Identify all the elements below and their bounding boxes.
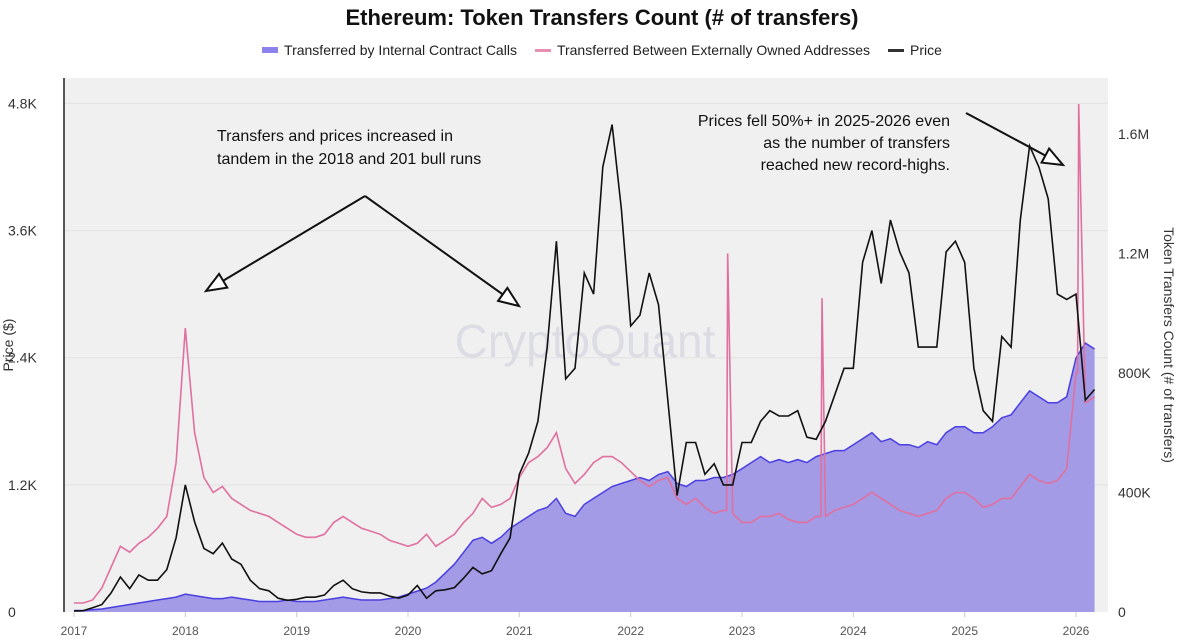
legend-label-price: Price	[910, 42, 942, 58]
annotation-arrow-2021-head	[496, 286, 522, 308]
x-tick-label: 2023	[729, 624, 756, 638]
y-right-tick-label: 0	[1118, 604, 1126, 620]
y-left-tick-label: 2.4K	[8, 350, 37, 366]
legend-swatch-eoa	[534, 48, 551, 52]
annotation-text-price-fall: as the number of transfers	[763, 135, 950, 152]
y-left-tick-label: 1.2K	[8, 477, 37, 493]
x-tick-label: 2026	[1063, 624, 1090, 638]
y-left-tick-label: 3.6K	[8, 223, 37, 239]
legend-item-internal[interactable]: Transferred by Internal Contract Calls	[262, 42, 517, 58]
y-right-tick-label: 1.6M	[1118, 126, 1149, 142]
x-tick-label: 2019	[283, 624, 310, 638]
series-internal-area	[74, 343, 1095, 612]
y-left-axis-title: Price ($)	[0, 319, 16, 372]
annotation-arrow-2018-head	[203, 272, 229, 293]
chart-title: Ethereum: Token Transfers Count (# of tr…	[345, 5, 859, 30]
series-eoa-line	[74, 103, 1096, 604]
y-left-tick-label: 0	[8, 604, 16, 620]
x-tick-label: 2017	[61, 624, 88, 638]
x-tick-label: 2021	[506, 624, 533, 638]
x-tick-label: 2024	[840, 624, 867, 638]
series-internal-line	[74, 342, 1096, 612]
x-tick-label: 2020	[395, 624, 422, 638]
y-right-tick-label: 800K	[1118, 365, 1151, 381]
legend-swatch-internal	[262, 47, 279, 53]
legend-label-internal: Transferred by Internal Contract Calls	[284, 42, 517, 58]
y-left-tick-label: 4.8K	[8, 95, 37, 111]
annotation-arrow-2025-head	[1040, 146, 1066, 167]
watermark: CryptoQuant	[455, 315, 716, 367]
legend-swatch-price	[888, 48, 905, 52]
y-right-tick-label: 400K	[1118, 484, 1151, 500]
annotation-arrow-2021	[364, 195, 520, 307]
annotation-text-bull-runs: Transfers and prices increased in	[217, 128, 453, 145]
x-tick-label: 2025	[951, 624, 978, 638]
x-tick-label: 2022	[617, 624, 644, 638]
legend: Transferred by Internal Contract Calls T…	[0, 42, 1204, 58]
y-right-axis-title: Token Transfers Count (# of transfers)	[1161, 227, 1177, 463]
annotation-arrow-2018	[205, 195, 366, 292]
legend-item-eoa[interactable]: Transferred Between Externally Owned Add…	[534, 42, 871, 58]
series-price-line	[73, 124, 1096, 612]
annotation-text-bull-runs: tandem in the 2018 and 201 bull runs	[217, 151, 481, 168]
annotation-text-price-fall: Prices fell 50%+ in 2025-2026 even	[698, 113, 950, 130]
x-tick-label: 2018	[172, 624, 199, 638]
annotation-text-price-fall: reached new record-highs.	[761, 157, 950, 174]
legend-item-price[interactable]: Price	[888, 42, 942, 58]
y-right-tick-label: 1.2M	[1118, 245, 1149, 261]
legend-label-eoa: Transferred Between Externally Owned Add…	[556, 42, 871, 58]
